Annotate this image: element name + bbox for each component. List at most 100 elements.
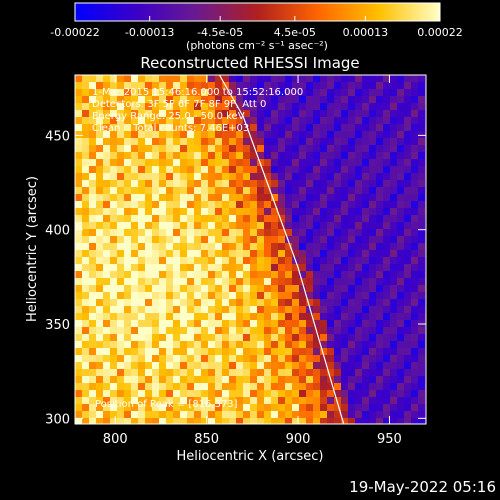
heatmap-cell: [208, 306, 216, 314]
heatmap-cell: [208, 369, 216, 377]
heatmap-cell: [180, 117, 188, 125]
heatmap-cell: [397, 278, 405, 286]
heatmap-cell: [383, 96, 391, 104]
heatmap-cell: [334, 327, 342, 335]
heatmap-cell: [257, 145, 265, 153]
heatmap-cell: [257, 376, 265, 384]
heatmap-cell: [145, 208, 153, 216]
heatmap-cell: [117, 306, 125, 314]
heatmap-cell: [243, 96, 251, 104]
heatmap-cell: [278, 320, 286, 328]
heatmap-cell: [131, 243, 139, 251]
heatmap-cell: [124, 152, 132, 160]
heatmap-cell: [236, 271, 244, 279]
heatmap-cell: [138, 138, 146, 146]
heatmap-cell: [341, 334, 349, 342]
heatmap-cell: [257, 257, 265, 265]
heatmap-cell: [334, 75, 342, 83]
heatmap-cell: [173, 257, 181, 265]
heatmap-cell: [222, 292, 230, 300]
heatmap-cell: [341, 180, 349, 188]
heatmap-cell: [75, 250, 83, 258]
heatmap-cell: [257, 313, 265, 321]
heatmap-cell: [208, 215, 216, 223]
heatmap-cell: [201, 257, 209, 265]
heatmap-cell: [103, 215, 111, 223]
heatmap-cell: [187, 229, 195, 237]
heatmap-cell: [222, 313, 230, 321]
heatmap-cell: [362, 222, 370, 230]
heatmap-cell: [103, 313, 111, 321]
heatmap-cell: [243, 348, 251, 356]
heatmap-cell: [75, 341, 83, 349]
heatmap-cell: [320, 89, 328, 97]
heatmap-cell: [250, 397, 258, 405]
heatmap-cell: [180, 362, 188, 370]
heatmap-cell: [306, 124, 314, 132]
heatmap-cell: [236, 103, 244, 111]
heatmap-cell: [397, 411, 405, 419]
heatmap-cell: [313, 383, 321, 391]
heatmap-cell: [390, 152, 398, 160]
heatmap-cell: [257, 236, 265, 244]
heatmap-cell: [362, 173, 370, 181]
heatmap-cell: [411, 89, 419, 97]
heatmap-cell: [397, 397, 405, 405]
heatmap-cell: [243, 306, 251, 314]
heatmap-cell: [145, 250, 153, 258]
heatmap-cell: [187, 355, 195, 363]
heatmap-cell: [222, 341, 230, 349]
heatmap-cell: [75, 159, 83, 167]
heatmap-cell: [348, 215, 356, 223]
heatmap-cell: [117, 404, 125, 412]
heatmap-cell: [257, 194, 265, 202]
heatmap-cell: [264, 383, 272, 391]
heatmap-cell: [348, 250, 356, 258]
heatmap-cell: [292, 341, 300, 349]
heatmap-cell: [138, 229, 146, 237]
heatmap-cell: [110, 236, 118, 244]
heatmap-cell: [152, 187, 160, 195]
heatmap-cell: [397, 117, 405, 125]
heatmap-cell: [222, 187, 230, 195]
heatmap-cell: [369, 173, 377, 181]
heatmap-cell: [152, 103, 160, 111]
heatmap-cell: [166, 320, 174, 328]
heatmap-cell: [397, 320, 405, 328]
heatmap-cell: [320, 117, 328, 125]
heatmap-cell: [89, 404, 97, 412]
heatmap-cell: [250, 180, 258, 188]
heatmap-cell: [418, 166, 426, 174]
heatmap-cell: [82, 320, 90, 328]
heatmap-cell: [369, 278, 377, 286]
x-axis-label: Heliocentric X (arcsec): [177, 449, 324, 464]
heatmap-cell: [131, 355, 139, 363]
heatmap-cell: [250, 404, 258, 412]
heatmap-cell: [89, 208, 97, 216]
heatmap-cell: [369, 285, 377, 293]
heatmap-cell: [152, 397, 160, 405]
heatmap-cell: [103, 145, 111, 153]
heatmap-cell: [327, 264, 335, 272]
heatmap-cell: [89, 313, 97, 321]
heatmap-cell: [292, 355, 300, 363]
heatmap-cell: [236, 292, 244, 300]
heatmap-cell: [152, 285, 160, 293]
heatmap-cell: [327, 166, 335, 174]
colorbar-tick-label: -0.00022: [50, 26, 99, 39]
heatmap-cell: [145, 159, 153, 167]
heatmap-cell: [89, 117, 97, 125]
heatmap-cell: [348, 166, 356, 174]
heatmap-cell: [306, 180, 314, 188]
heatmap-cell: [278, 355, 286, 363]
heatmap-cell: [180, 201, 188, 209]
heatmap-cell: [306, 215, 314, 223]
heatmap-cell: [313, 299, 321, 307]
heatmap-cell: [334, 257, 342, 265]
heatmap-cell: [159, 271, 167, 279]
heatmap-cell: [152, 355, 160, 363]
x-tick-label: 950: [377, 432, 402, 447]
heatmap-cell: [264, 159, 272, 167]
colorbar: [74, 2, 441, 22]
heatmap-cell: [208, 124, 216, 132]
